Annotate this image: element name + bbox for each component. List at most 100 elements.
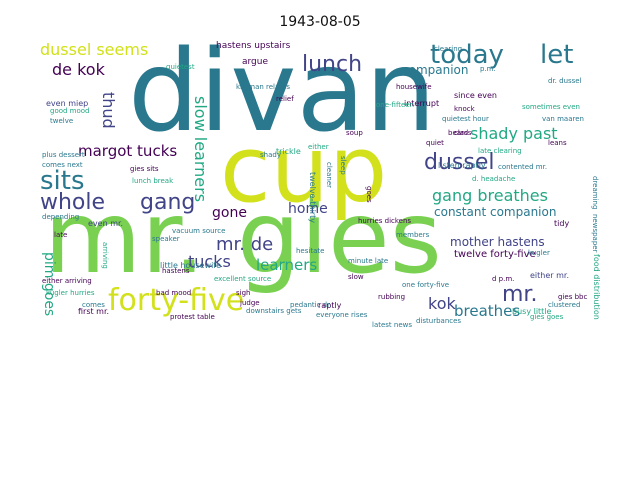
word-shady-past: shady past <box>470 124 558 143</box>
word-twelve: twelve <box>50 117 74 125</box>
word-margot-tucks: margot tucks <box>78 142 178 160</box>
word-tidy: tidy <box>554 219 570 228</box>
word-companion: companion <box>402 63 469 77</box>
word-slow: slow <box>348 273 364 281</box>
word-twelve-thirty: twelve-thirty <box>308 172 317 223</box>
word-comes-next: comes next <box>42 161 83 169</box>
word-first-mr: first mr. <box>78 307 110 316</box>
word-listen-raptly: listen raptly <box>438 161 486 170</box>
word-kugler: kugler <box>528 249 550 257</box>
word-let: let <box>540 40 574 70</box>
word-excellent-source: excellent source <box>214 275 272 283</box>
word-plus-dessert: plus dessert <box>42 151 85 159</box>
word-pedantic-dr: pedantic dr. <box>290 301 332 309</box>
word-sleep: sleep <box>339 156 347 175</box>
word-today: today <box>430 40 504 70</box>
word-sits: sits <box>40 166 85 196</box>
word-breathes: breathes <box>454 302 521 320</box>
word-gies-sits: gies sits <box>130 165 159 173</box>
word-constant-companion: constant companion <box>434 205 557 219</box>
word-gone: gone <box>212 205 247 221</box>
word-busy-little: busy little <box>512 307 552 316</box>
word-either: either <box>308 143 329 151</box>
word-members: members <box>396 231 430 239</box>
word-thud: thud <box>99 92 118 129</box>
word-leans: leans <box>548 139 567 147</box>
word-goes: goes <box>365 186 373 203</box>
word-one-forty-five: one forty-five <box>402 281 450 289</box>
word-clustered: clustered <box>548 301 581 309</box>
word-contented-mr: contented mr. <box>498 163 548 171</box>
word-divan: divan <box>128 36 437 157</box>
word-cleaner: cleaner <box>325 162 333 189</box>
word-home: home <box>288 201 328 217</box>
word-kok: kok <box>428 294 456 313</box>
word-late-clearing: late clearing <box>478 147 522 155</box>
word-minute-late: minute late <box>348 257 389 265</box>
word-sigh: sigh <box>236 289 251 297</box>
word-mr-gies: mr. gies <box>44 179 442 296</box>
word-class: class <box>454 129 472 137</box>
word-whole: whole <box>40 190 106 215</box>
word-knock: knock <box>454 105 475 113</box>
word-beard: beard <box>448 129 469 137</box>
word-clearing: clearing <box>434 45 463 53</box>
word-twelve-forty-five: twelve forty-five <box>454 249 536 260</box>
word-late: late <box>54 231 68 239</box>
word-quietest: quietest <box>166 63 195 71</box>
word-even-mr: even mr. <box>88 219 124 228</box>
word-tucks: tucks <box>188 252 231 271</box>
word-dussel: dussel <box>424 150 495 175</box>
word-cloud: divan mr. gies cup forty-five today let … <box>40 36 600 329</box>
word-latest-news: latest news <box>372 321 413 329</box>
word-everyone-rises: everyone rises <box>316 311 368 319</box>
word-speaker: speaker <box>152 235 180 243</box>
figure-title: 1943-08-05 <box>279 14 361 30</box>
word-trickle: trickle <box>276 147 301 156</box>
word-one-fifteen: one-fifteen <box>376 101 415 109</box>
word-gang-breathes: gang breathes <box>432 186 548 205</box>
word-gies-goes: gies goes <box>530 313 564 321</box>
word-learners: learners <box>256 256 318 274</box>
word-judge: judge <box>240 299 260 307</box>
word-dreaming: dreaming <box>591 176 599 210</box>
word-mr-de: mr. de <box>216 234 274 255</box>
word-rubbing: rubbing <box>378 293 406 301</box>
word-forty-five: forty-five <box>108 283 245 318</box>
word-d-p-m: d p.m. <box>492 275 515 283</box>
word-raptly: raptly <box>318 301 342 310</box>
word-since-even: since even <box>454 91 497 100</box>
word-hastens: hastens <box>162 267 190 275</box>
word-bad-mood: bad mood <box>156 289 192 297</box>
word-shady: shady <box>260 151 281 159</box>
word-hastens-upstairs: hastens upstairs <box>216 41 291 51</box>
word-vacuum-source: vacuum source <box>172 227 226 235</box>
word-either-mr: either mr. <box>530 271 569 280</box>
word-little-housewife: little housewife <box>160 261 222 270</box>
word-interrupt: interrupt <box>404 99 440 108</box>
word-either-arriving: either arriving <box>42 277 92 285</box>
word-van-maaren: van maaren <box>542 115 584 123</box>
word-arriving: arriving <box>101 242 109 269</box>
word-protest-table: protest table <box>170 313 215 321</box>
word-hurries-dickens: hurries dickens <box>358 217 412 225</box>
word-even-miep: even miep <box>46 99 89 108</box>
word-relief: relief <box>276 95 294 103</box>
word-depending: depending <box>42 213 80 221</box>
word-mother-hastens: mother hastens <box>450 235 545 249</box>
word-argue: argue <box>242 57 269 67</box>
word-quietest-hour: quietest hour <box>442 115 489 123</box>
word-lunch-break: lunch break <box>132 177 174 185</box>
word-cup: cup <box>220 116 388 223</box>
word-slow-learners: slow learners <box>191 96 210 203</box>
word-gies-bbc: gies bbc <box>558 293 588 301</box>
word-kleiman-relates: kleiman relates <box>236 83 290 91</box>
word-sometimes-even: sometimes even <box>522 103 580 111</box>
word-gang: gang <box>140 190 196 215</box>
word-comes: comes <box>82 301 105 309</box>
word-dr-dussel: dr. dussel <box>548 77 582 85</box>
word-d-headache: d. headache <box>472 175 516 183</box>
word-mr: mr. <box>502 282 538 307</box>
word-good-mood: good mood <box>50 107 90 115</box>
word-hesitate: hesitate <box>296 247 325 255</box>
